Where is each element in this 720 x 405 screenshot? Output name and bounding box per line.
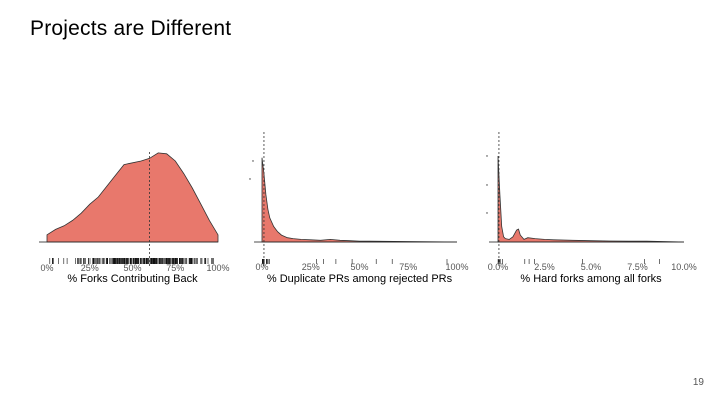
density-area [261, 157, 458, 243]
x-tick-label: 7.5% [627, 262, 648, 272]
x-tick-label: 75% [399, 262, 417, 272]
x-tick-label: 25% [81, 263, 99, 273]
x-tick-label: 0.0% [488, 262, 509, 272]
x-tick-label: 2.5% [534, 262, 555, 272]
x-tick-label: 100% [445, 262, 468, 272]
outlier-point [252, 160, 254, 162]
x-tick-label: 0% [255, 262, 268, 272]
outlier-point [486, 155, 488, 157]
x-axis-title: % Forks Contributing Back [67, 273, 198, 285]
x-tick-label: 75% [166, 263, 184, 273]
density-area [497, 155, 685, 243]
x-tick-label: 50% [123, 263, 141, 273]
x-tick-label: 25% [302, 262, 320, 272]
rug-marks [49, 258, 214, 264]
rug-marks [497, 259, 660, 264]
x-tick-label: 0% [40, 263, 53, 273]
x-tick-label: 100% [206, 263, 229, 273]
x-tick-label: 10.0% [671, 262, 697, 272]
density-chart-forks-contributing-back: 0% 25% 50% 75% 100% % Forks Contributing Back [39, 152, 230, 285]
density-area [46, 152, 219, 243]
outlier-point [486, 212, 488, 214]
x-axis-title: % Hard forks among all forks [520, 273, 662, 285]
outlier-point [249, 178, 251, 180]
x-axis-title: % Duplicate PRs among rejected PRs [267, 273, 453, 285]
density-chart-hard-forks: 0.0% 2.5% 5.0% 7.5% 10.0% % Hard forks among … [486, 132, 697, 285]
density-chart-duplicate-prs: 0% 25% 50% 75% 100%% Duplicate PRs among rej… [249, 132, 469, 285]
x-tick-label: 5.0% [581, 262, 602, 272]
rug-marks [262, 259, 448, 264]
outlier-point [486, 184, 488, 186]
slide-title: Projects are Different [30, 17, 232, 40]
page-number: 19 [692, 377, 704, 388]
x-tick-label: 50% [350, 262, 368, 272]
